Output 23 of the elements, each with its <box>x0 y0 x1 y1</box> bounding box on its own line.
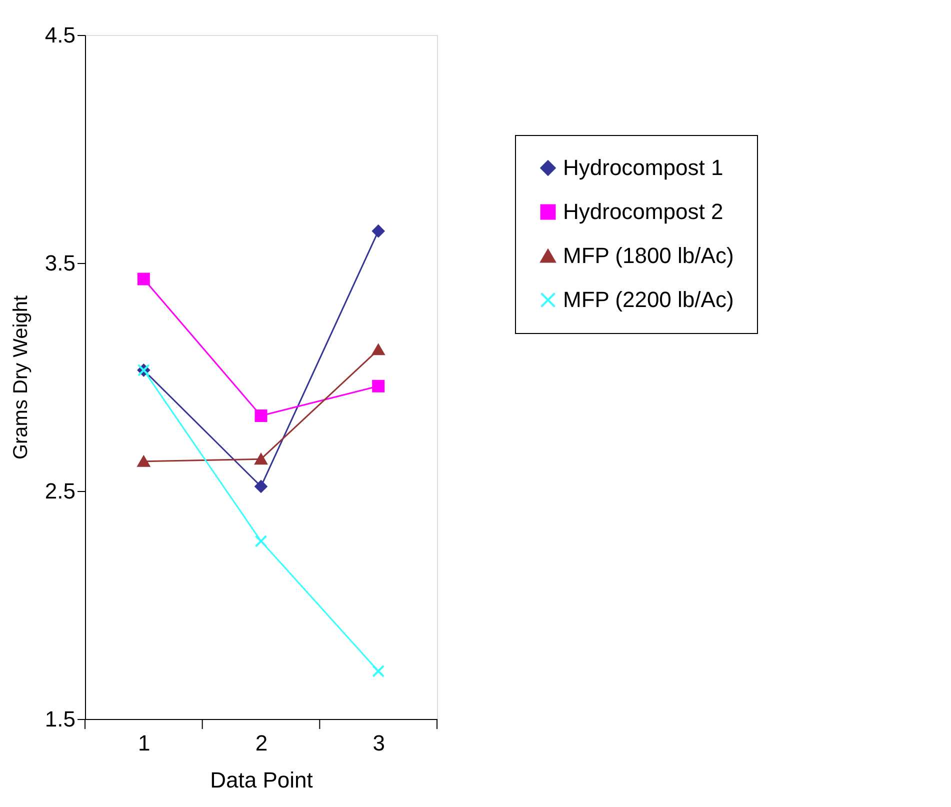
point <box>254 454 268 465</box>
y-tick-label: 3.5 <box>44 250 76 276</box>
legend-label: Hydrocompost 1 <box>563 155 724 180</box>
point <box>137 272 150 286</box>
legend-label: MFP (1800 lb/Ac) <box>563 243 734 268</box>
x-tick-label: 2 <box>255 730 268 756</box>
y-tick-label: 1.5 <box>44 706 76 732</box>
point <box>372 380 385 392</box>
point <box>372 224 385 238</box>
point <box>137 456 150 467</box>
x-tick-label: 1 <box>138 730 150 756</box>
point <box>254 480 268 493</box>
y-tick-label: 4.5 <box>44 22 76 48</box>
y-axis-title: Grams Dry Weight <box>10 295 32 460</box>
x-tick-label: 3 <box>372 730 385 756</box>
legend-label: Hydrocompost 2 <box>563 199 724 224</box>
legend-label: MFP (2200 lb/Ac) <box>563 287 734 312</box>
y-tick-label: 2.5 <box>44 478 76 504</box>
x-axis-title: Data Point <box>210 768 313 792</box>
point <box>372 664 385 678</box>
point <box>254 534 268 548</box>
point <box>254 410 268 422</box>
point <box>372 344 385 356</box>
